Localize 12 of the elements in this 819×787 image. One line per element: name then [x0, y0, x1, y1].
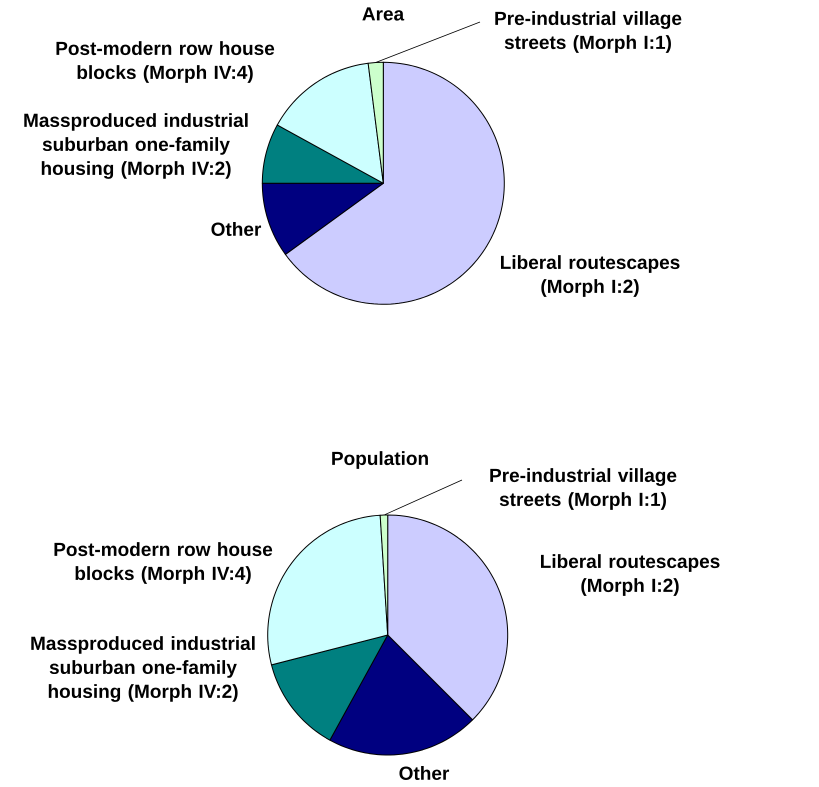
chart-title: Area	[362, 7, 404, 21]
slice-label: Liberal routescapes (Morph I:2)	[540, 554, 720, 596]
legend-label: Pre-industrial village streets (Morph I:1)	[490, 468, 676, 510]
slice-label: Post-modern row house blocks (Morph IV:4)	[56, 41, 274, 83]
slice-label: Massproduced industrial suburban one-family housing (Morph IV:2)	[31, 636, 255, 702]
slice-label: Post-modern row house blocks (Morph IV:4)	[54, 542, 272, 584]
slice-label: Other	[211, 222, 262, 236]
slice-label: Other	[399, 766, 450, 780]
chart-title: Population	[332, 451, 428, 469]
slice-label: Liberal routescapes (Morph I:2)	[500, 255, 680, 297]
slice-label: Massproduced industrial suburban one-family housing (Morph IV:2)	[24, 113, 248, 179]
slice-label: Pre-industrial village streets (Morph I:1)	[495, 11, 682, 53]
